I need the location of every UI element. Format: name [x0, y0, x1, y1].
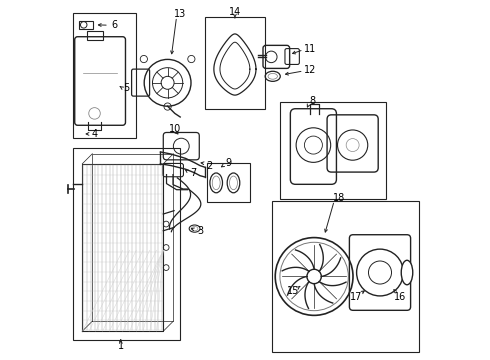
Text: 10: 10	[169, 124, 181, 134]
Text: 4: 4	[92, 129, 98, 139]
Text: 15: 15	[287, 286, 299, 296]
Text: 11: 11	[304, 44, 316, 54]
Text: 14: 14	[229, 7, 241, 17]
Text: 8: 8	[309, 96, 315, 106]
Text: 1: 1	[118, 341, 124, 351]
Bar	[207, 163, 250, 202]
Bar	[280, 102, 387, 199]
Text: 3: 3	[197, 226, 203, 236]
Text: 13: 13	[174, 9, 186, 19]
Text: 5: 5	[123, 83, 129, 93]
Bar	[73, 148, 180, 340]
Text: 9: 9	[226, 158, 232, 168]
Text: 6: 6	[112, 20, 118, 30]
Text: 7: 7	[190, 168, 196, 178]
Text: 16: 16	[393, 292, 406, 302]
Bar	[79, 21, 93, 29]
Bar	[87, 31, 103, 40]
Text: 12: 12	[304, 65, 316, 75]
Text: 2: 2	[206, 161, 212, 171]
Text: 17: 17	[350, 292, 363, 302]
Bar	[205, 17, 265, 109]
Text: 18: 18	[333, 193, 345, 203]
Bar	[73, 13, 136, 138]
Ellipse shape	[401, 260, 413, 285]
Bar	[271, 201, 418, 352]
